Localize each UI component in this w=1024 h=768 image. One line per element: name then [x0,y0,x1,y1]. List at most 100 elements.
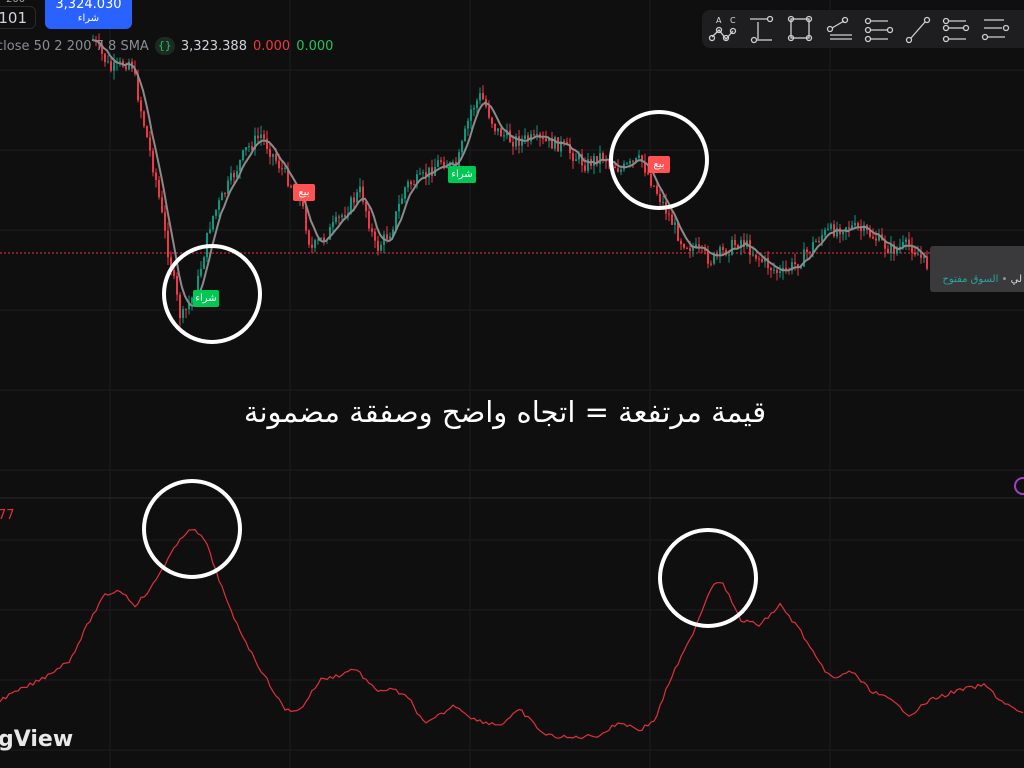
candle [494,123,496,132]
candle [902,241,904,247]
candle [557,137,559,152]
trend-line-icon[interactable] [905,16,931,44]
braces-icon[interactable]: {} [154,37,175,55]
candle [155,172,157,180]
candle [809,252,811,254]
candle [569,144,571,154]
candle [692,247,694,251]
candle [620,169,622,172]
svg-text:A: A [716,16,722,25]
candle [578,154,580,160]
candle [158,179,160,198]
candle [395,211,397,230]
candle [794,262,796,265]
candle [575,159,577,161]
candle [368,211,370,229]
candle [260,134,262,138]
candle [167,230,169,258]
parallel-channel-icon[interactable] [864,17,894,43]
candle [380,244,382,251]
highlight-circle [162,244,262,344]
candle [656,185,658,194]
candle [314,240,316,248]
candle [410,181,412,185]
indicator-value: 3,323.388 [180,38,247,54]
candle [755,254,757,259]
candle [668,213,670,215]
candle [170,257,172,271]
candle [650,174,652,186]
candle [188,303,190,310]
candle [893,244,895,254]
candle [728,254,730,256]
candle [212,215,214,230]
candle [257,135,259,138]
candle [707,250,709,264]
candle [416,174,418,185]
buy-price-button[interactable]: 3,324.030 شراء [45,0,132,29]
candle [392,229,394,237]
candle [662,201,664,203]
candle [890,244,892,254]
candle [341,215,343,218]
buy-price: 3,324.030 [55,0,122,12]
candle [254,135,256,150]
candle [767,257,769,269]
candle [431,167,433,176]
candle [560,141,562,152]
candle [515,136,517,147]
candle [644,162,646,173]
candle [896,247,898,254]
candle [812,242,814,253]
rectangle-icon[interactable] [787,15,813,42]
candle [749,240,751,256]
candle [875,238,877,241]
candle [836,228,838,237]
highlight-circle [142,479,242,579]
candle [227,180,229,194]
fib-channel-icon[interactable] [826,16,853,40]
candle [176,276,178,295]
candle [191,297,193,304]
candle [233,173,235,178]
candle [773,269,775,271]
candle [518,136,520,146]
timeframe-button[interactable]: 101 [0,6,36,29]
candle [566,142,568,145]
buy-signal-label: شراء [193,290,219,307]
candle [185,309,187,311]
candle [524,135,526,139]
candle [821,235,823,242]
candle [779,271,781,273]
candle [602,153,604,161]
price-range-icon[interactable] [750,15,774,44]
candle [152,150,154,173]
candle [635,157,637,162]
candle [647,172,649,175]
candle [512,142,514,147]
candle [617,168,619,172]
candle [752,254,754,256]
horizontal-lines-icon[interactable] [981,19,1010,41]
candle [197,275,199,298]
candle [905,239,907,242]
candle [470,109,472,121]
candle [101,44,103,54]
candle [677,222,679,241]
tradingview-logo[interactable]: gView [0,727,74,752]
candle [743,240,745,247]
candle [143,111,145,127]
indicator-legend[interactable]: close 50 2 200 7 8 SMA {} 3,323.388 0.00… [0,37,333,55]
candle [533,134,535,136]
candle [629,160,631,164]
purple-indicator-icon[interactable] [1014,477,1024,495]
fib-retracement-icon[interactable] [942,17,970,43]
candles [92,33,928,327]
candle [572,153,574,161]
candle [671,214,673,225]
candle [596,156,598,164]
sma-line [91,38,927,307]
